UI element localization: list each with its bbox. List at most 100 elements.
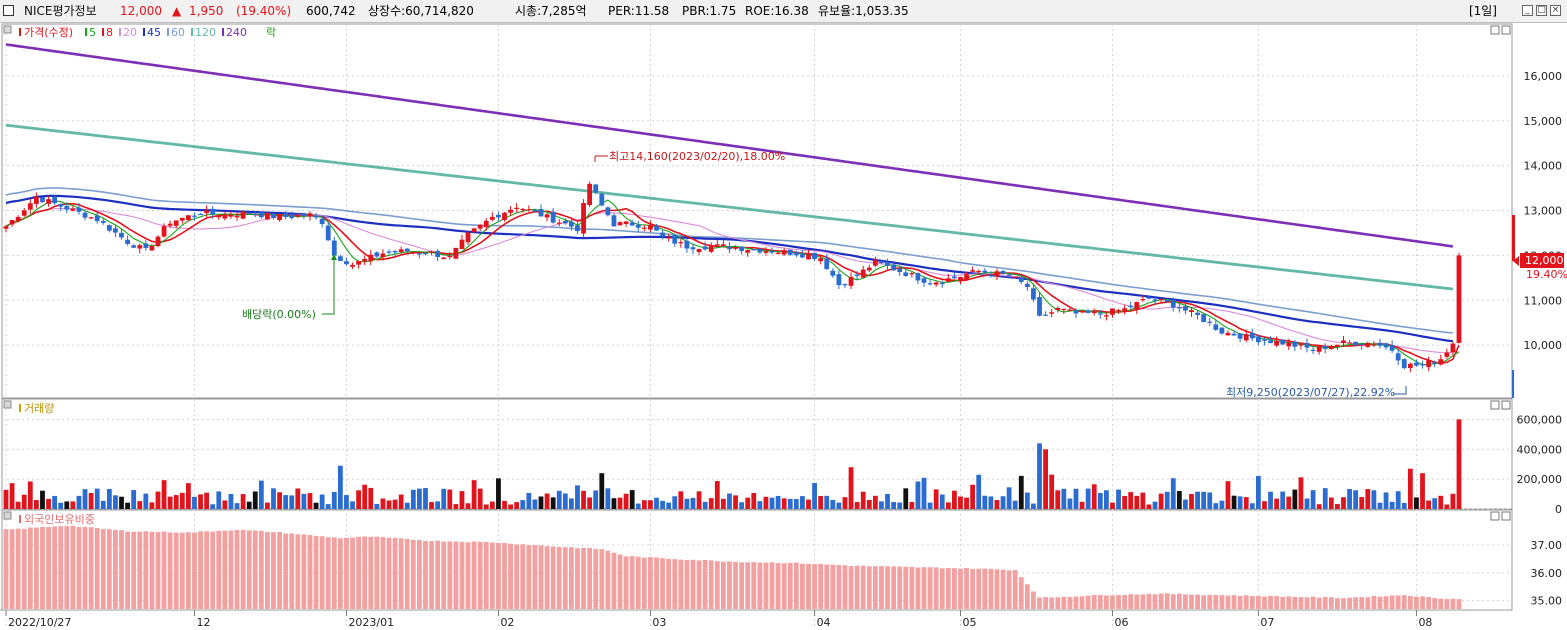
volume-bar: [52, 495, 58, 509]
volume-bar: [800, 496, 805, 509]
volume-bar: [1213, 503, 1219, 509]
foreign-ratio-bar: [295, 534, 301, 609]
candle: [70, 205, 76, 212]
ma-legend-item: 8: [106, 26, 113, 39]
foreign-ratio-bar: [581, 547, 586, 609]
foreign-ratio-bar: [958, 568, 963, 609]
volume-bar: [702, 501, 708, 509]
volume-bar: [222, 500, 228, 509]
candle: [119, 228, 124, 240]
volume-bar: [1207, 492, 1213, 509]
candle: [848, 272, 854, 290]
volume-bar: [678, 491, 684, 509]
volume-bar: [1225, 481, 1231, 509]
candle: [167, 220, 173, 229]
panel-buttons[interactable]: [1490, 25, 1511, 521]
foreign-ratio-bar: [544, 546, 550, 609]
volume-bar: [830, 499, 836, 509]
foreign-ratio-bar: [1164, 593, 1170, 609]
candle: [641, 225, 647, 232]
volume-bar: [1128, 492, 1134, 509]
per-value: PER:11.58: [608, 4, 670, 18]
foreign-ratio-bar: [46, 527, 51, 609]
foreign-ratio-bar: [1043, 597, 1048, 609]
volume-bar: [1280, 491, 1286, 509]
foreign-ratio-bar: [155, 532, 161, 609]
foreign-ratio-bar: [1231, 595, 1237, 609]
header-checkbox[interactable]: [3, 5, 14, 16]
candle: [690, 243, 696, 255]
candle: [313, 213, 319, 220]
candle: [818, 255, 824, 265]
foreign-ratio-bar: [362, 536, 368, 609]
volume-bar: [611, 498, 617, 509]
volume-bar: [477, 488, 483, 509]
volume-bar: [520, 500, 526, 509]
legend-foreign-ratio: 외국인보유비중: [24, 513, 95, 526]
foreign-ratio-bar: [793, 562, 799, 609]
candle: [787, 249, 793, 256]
minimize-icon[interactable]: _: [1522, 5, 1533, 16]
candle: [27, 198, 33, 215]
volume-bar: [1091, 484, 1097, 509]
foreign-ratio-bar: [982, 568, 988, 609]
volume-bar: [313, 502, 319, 509]
candle: [994, 268, 1000, 281]
candle: [1012, 276, 1018, 279]
volume-bar: [1049, 474, 1055, 509]
maximize-icon[interactable]: □: [1536, 5, 1547, 16]
foreign-ratio-bar: [1341, 598, 1346, 609]
foreign-ratio-bar: [344, 537, 349, 609]
ma-legend-item: 45: [147, 26, 161, 39]
candle: [945, 273, 951, 282]
foreign-ratio-bar: [739, 562, 745, 609]
period-selector[interactable]: [1일]: [1468, 4, 1497, 18]
candle: [1335, 344, 1340, 350]
foreign-ratio-bar: [641, 557, 647, 609]
volume-bar: [994, 499, 1000, 509]
volume-bar: [684, 498, 690, 509]
change-arrow: ▲: [172, 4, 182, 18]
candle: [1207, 317, 1213, 326]
candle: [179, 217, 185, 224]
candle: [1024, 281, 1030, 291]
candle: [204, 205, 210, 218]
candle: [350, 262, 355, 269]
candle: [605, 206, 611, 217]
foreign-ratio-bar: [745, 562, 751, 609]
foreign-ratio-bar: [283, 533, 289, 609]
volume-bar: [289, 495, 295, 509]
candle: [1097, 310, 1103, 319]
volume-bar: [1426, 500, 1432, 509]
foreign-ratio-bar: [502, 542, 507, 609]
candle: [611, 213, 617, 227]
foreign-ratio-bar: [380, 537, 386, 609]
candle: [1103, 312, 1109, 321]
candle: [1037, 292, 1042, 317]
candle: [1085, 309, 1091, 314]
volume-bar: [538, 496, 544, 509]
volume-bar: [277, 492, 282, 509]
volume-bar: [1097, 493, 1103, 509]
candle: [1018, 273, 1024, 285]
close-icon[interactable]: ×: [1550, 5, 1561, 16]
foreign-tick-label: 36.00: [1531, 567, 1563, 580]
high-label: 최고14,160(2023/02/20),18.00%: [609, 150, 785, 163]
candle: [1298, 343, 1304, 350]
volume-bar: [599, 473, 605, 509]
volume-bar: [885, 493, 890, 509]
foreign-ratio-bar: [386, 537, 392, 609]
foreign-ratio-bar: [1298, 597, 1304, 609]
foreign-ratio-bar: [1018, 577, 1024, 609]
volume-bar: [1110, 502, 1115, 509]
volume-bar: [167, 496, 173, 509]
candle: [660, 229, 665, 240]
candle: [344, 257, 349, 266]
x-tick-label: 02: [500, 616, 514, 629]
volume-bar: [1031, 503, 1036, 509]
candle: [82, 211, 88, 221]
candle: [392, 250, 398, 257]
x-tick-label: 05: [962, 616, 976, 629]
listed-shares: 상장수:60,714,820: [368, 4, 474, 18]
volume-bar: [1231, 495, 1237, 509]
